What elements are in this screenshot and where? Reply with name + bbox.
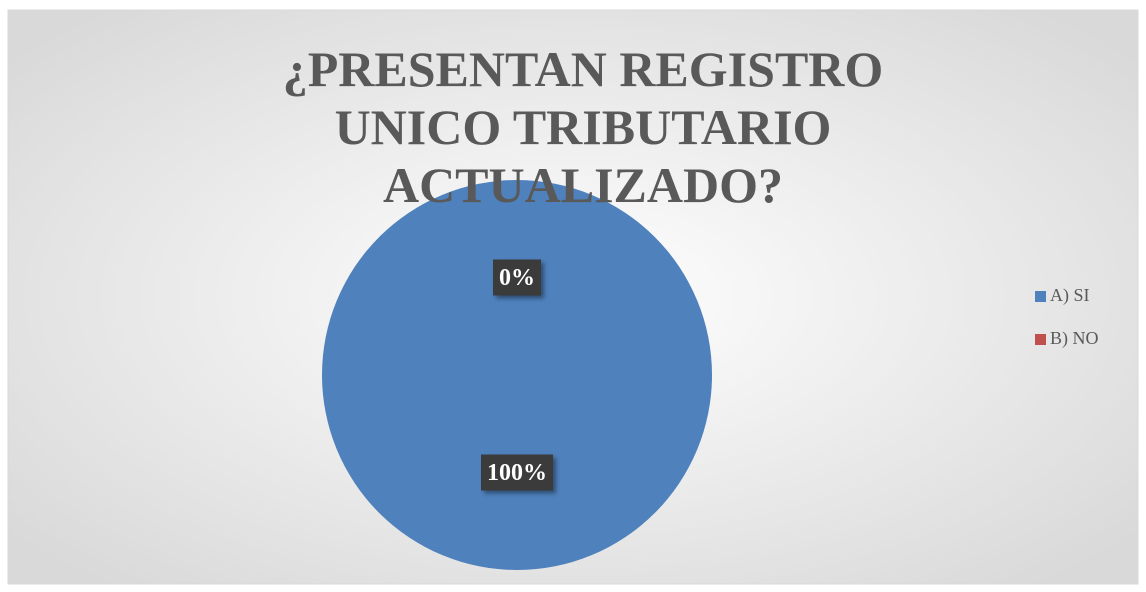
chart-title: ¿PRESENTAN REGISTRO UNICO TRIBUTARIO ACT… xyxy=(282,41,884,213)
data-label-box xyxy=(481,454,553,491)
legend-label: B) NO xyxy=(1050,328,1099,349)
legend-swatch xyxy=(1035,334,1046,345)
data-label-text: 100% xyxy=(487,460,547,486)
data-label-text: 0% xyxy=(499,265,535,291)
legend-swatch xyxy=(1035,291,1046,302)
legend-label: A) SI xyxy=(1050,285,1090,306)
data-label: 100% xyxy=(481,454,553,491)
data-label: 0% xyxy=(493,259,541,296)
pie-slice xyxy=(322,180,712,570)
data-label-box xyxy=(493,259,541,296)
